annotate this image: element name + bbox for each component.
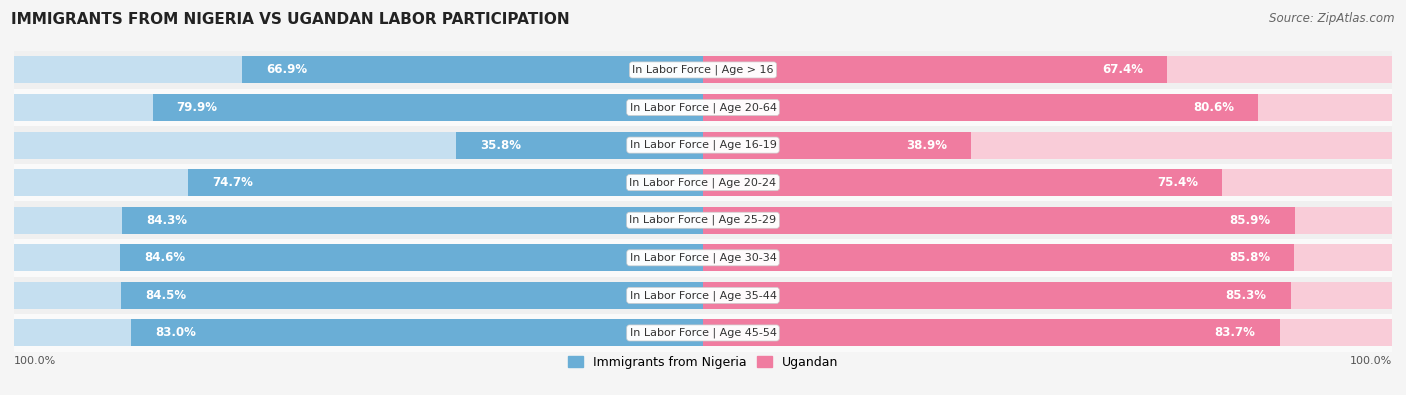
Bar xyxy=(703,282,1392,309)
Bar xyxy=(188,169,703,196)
Text: In Labor Force | Age 20-64: In Labor Force | Age 20-64 xyxy=(630,102,776,113)
Bar xyxy=(703,320,1279,346)
Bar xyxy=(703,207,1295,234)
Bar xyxy=(131,320,703,346)
Bar xyxy=(242,56,703,83)
Bar xyxy=(703,94,1392,121)
Bar xyxy=(703,132,972,159)
Text: 74.7%: 74.7% xyxy=(212,176,253,189)
Bar xyxy=(14,56,703,83)
Bar xyxy=(703,207,1392,234)
Text: 85.8%: 85.8% xyxy=(1229,251,1270,264)
Bar xyxy=(703,94,1258,121)
Text: 67.4%: 67.4% xyxy=(1102,64,1143,77)
Bar xyxy=(703,244,1392,271)
Bar xyxy=(703,169,1222,196)
Bar xyxy=(120,244,703,271)
Bar xyxy=(703,132,1392,159)
Bar xyxy=(14,314,1392,352)
Bar xyxy=(14,94,703,121)
Text: 100.0%: 100.0% xyxy=(1350,356,1392,366)
Text: In Labor Force | Age 35-44: In Labor Force | Age 35-44 xyxy=(630,290,776,301)
Bar xyxy=(14,201,1392,239)
Legend: Immigrants from Nigeria, Ugandan: Immigrants from Nigeria, Ugandan xyxy=(562,351,844,374)
Bar xyxy=(14,207,703,234)
Text: 35.8%: 35.8% xyxy=(481,139,522,152)
Text: In Labor Force | Age 30-34: In Labor Force | Age 30-34 xyxy=(630,252,776,263)
Bar xyxy=(703,282,1291,309)
Text: 84.3%: 84.3% xyxy=(146,214,187,227)
Bar xyxy=(14,126,1392,164)
Text: 80.6%: 80.6% xyxy=(1194,101,1234,114)
Text: 84.6%: 84.6% xyxy=(145,251,186,264)
Text: 75.4%: 75.4% xyxy=(1157,176,1198,189)
Bar xyxy=(14,282,703,309)
Bar xyxy=(14,51,1392,89)
Text: Source: ZipAtlas.com: Source: ZipAtlas.com xyxy=(1270,12,1395,25)
Text: 85.3%: 85.3% xyxy=(1226,289,1267,302)
Bar xyxy=(122,207,703,234)
Bar xyxy=(14,89,1392,126)
Text: In Labor Force | Age 45-54: In Labor Force | Age 45-54 xyxy=(630,328,776,338)
Bar xyxy=(703,169,1392,196)
Bar xyxy=(14,169,703,196)
Bar xyxy=(121,282,703,309)
Text: 84.5%: 84.5% xyxy=(145,289,186,302)
Text: In Labor Force | Age 25-29: In Labor Force | Age 25-29 xyxy=(630,215,776,226)
Text: 100.0%: 100.0% xyxy=(14,356,56,366)
Bar xyxy=(703,320,1392,346)
Text: 85.9%: 85.9% xyxy=(1230,214,1271,227)
Bar xyxy=(703,56,1167,83)
Bar xyxy=(703,56,1392,83)
Bar xyxy=(14,276,1392,314)
Text: In Labor Force | Age > 16: In Labor Force | Age > 16 xyxy=(633,65,773,75)
Text: 83.0%: 83.0% xyxy=(155,326,197,339)
Text: 79.9%: 79.9% xyxy=(177,101,218,114)
Bar xyxy=(14,320,703,346)
Text: 83.7%: 83.7% xyxy=(1215,326,1256,339)
Bar xyxy=(14,164,1392,201)
Bar xyxy=(457,132,703,159)
Text: IMMIGRANTS FROM NIGERIA VS UGANDAN LABOR PARTICIPATION: IMMIGRANTS FROM NIGERIA VS UGANDAN LABOR… xyxy=(11,12,569,27)
Bar xyxy=(14,244,703,271)
Bar xyxy=(703,244,1294,271)
Bar xyxy=(152,94,703,121)
Text: In Labor Force | Age 20-24: In Labor Force | Age 20-24 xyxy=(630,177,776,188)
Text: In Labor Force | Age 16-19: In Labor Force | Age 16-19 xyxy=(630,140,776,150)
Bar xyxy=(14,239,1392,276)
Text: 66.9%: 66.9% xyxy=(266,64,308,77)
Bar xyxy=(14,132,703,159)
Text: 38.9%: 38.9% xyxy=(905,139,946,152)
